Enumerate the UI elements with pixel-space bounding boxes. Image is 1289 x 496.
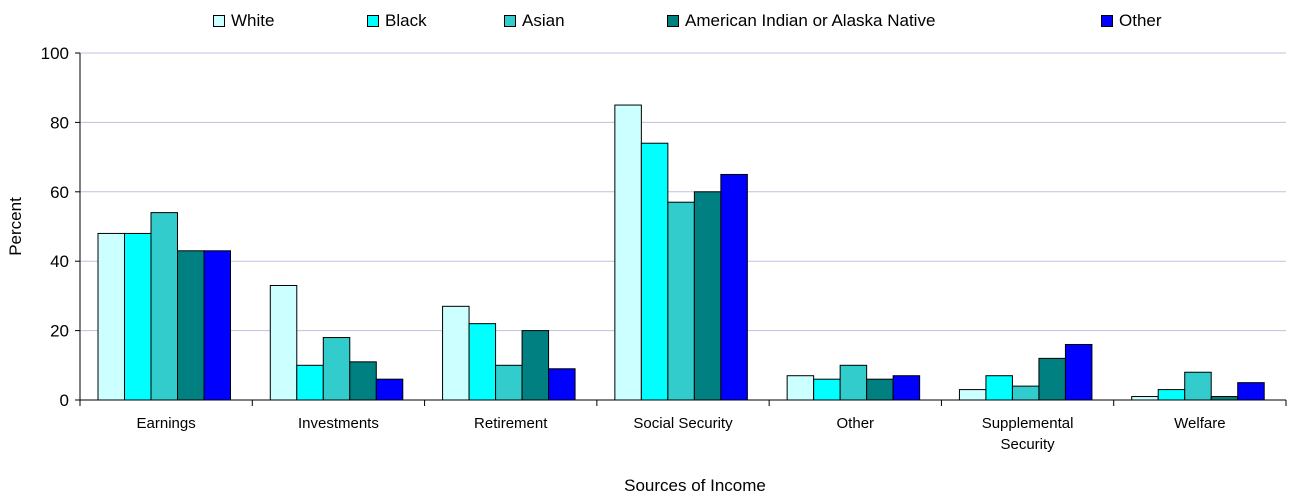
x-axis-title: Sources of Income <box>624 476 766 495</box>
y-tick-label: 100 <box>41 44 69 63</box>
bar <box>1131 396 1159 401</box>
bar <box>1157 389 1186 401</box>
bar <box>720 173 748 401</box>
bar <box>1064 343 1093 401</box>
x-tick-label: Retirement <box>474 415 548 432</box>
bar <box>640 142 669 401</box>
bar <box>958 389 987 401</box>
legend-swatch <box>667 15 679 27</box>
legend-swatch <box>504 15 516 27</box>
legend-swatch <box>1101 15 1113 27</box>
bar <box>1237 382 1265 401</box>
x-tick-label: Supplemental <box>982 415 1074 432</box>
bar <box>375 378 404 401</box>
x-tick-label: Other <box>837 415 875 432</box>
bar <box>296 364 324 401</box>
y-tick-label: 60 <box>50 183 69 202</box>
bar <box>97 232 125 401</box>
bar <box>349 361 377 401</box>
legend-label: American Indian or Alaska Native <box>685 11 936 30</box>
x-tick-label: Welfare <box>1174 415 1225 432</box>
bar <box>1011 385 1040 401</box>
legend-item: American Indian or Alaska Native <box>667 11 935 31</box>
bar <box>442 305 470 401</box>
bar <box>1038 357 1066 401</box>
bar <box>892 375 921 401</box>
bar <box>614 104 642 401</box>
y-tick-label: 0 <box>60 391 69 410</box>
y-tick-label: 80 <box>50 113 69 132</box>
legend: White Black Asian American Indian or Alaska… <box>0 11 1289 35</box>
y-tick-label: 20 <box>50 322 69 341</box>
bar <box>548 368 576 401</box>
bar <box>786 375 815 401</box>
bar <box>150 212 178 401</box>
legend-item: Other <box>1101 11 1162 31</box>
bar <box>839 364 868 401</box>
legend-label: Asian <box>522 11 565 30</box>
y-axis-title: Percent <box>6 197 25 256</box>
bar <box>269 284 298 401</box>
bar <box>203 250 231 401</box>
bar <box>985 375 1013 401</box>
bar <box>322 337 351 401</box>
x-tick-label: Earnings <box>137 415 196 432</box>
legend-item: Asian <box>504 11 565 31</box>
bar <box>866 378 894 401</box>
bar <box>521 330 550 401</box>
legend-swatch <box>367 15 379 27</box>
bar <box>813 378 841 401</box>
x-tick-label: Social Security <box>633 415 733 432</box>
legend-swatch <box>213 15 225 27</box>
x-tick-label: Security <box>1000 436 1055 453</box>
bar <box>468 323 497 401</box>
bar <box>495 364 523 401</box>
y-tick-label: 40 <box>50 252 69 271</box>
x-tick-label: Investments <box>298 415 379 432</box>
legend-item: Black <box>367 11 427 31</box>
legend-label: White <box>231 11 275 30</box>
legend-label: Other <box>1119 11 1162 30</box>
legend-label: Black <box>385 11 427 30</box>
bar <box>1210 396 1239 401</box>
bar <box>124 232 152 401</box>
bar <box>667 201 695 401</box>
bar <box>1184 371 1212 401</box>
bar <box>693 191 722 401</box>
bar <box>177 250 205 401</box>
legend-item: White <box>213 11 274 31</box>
